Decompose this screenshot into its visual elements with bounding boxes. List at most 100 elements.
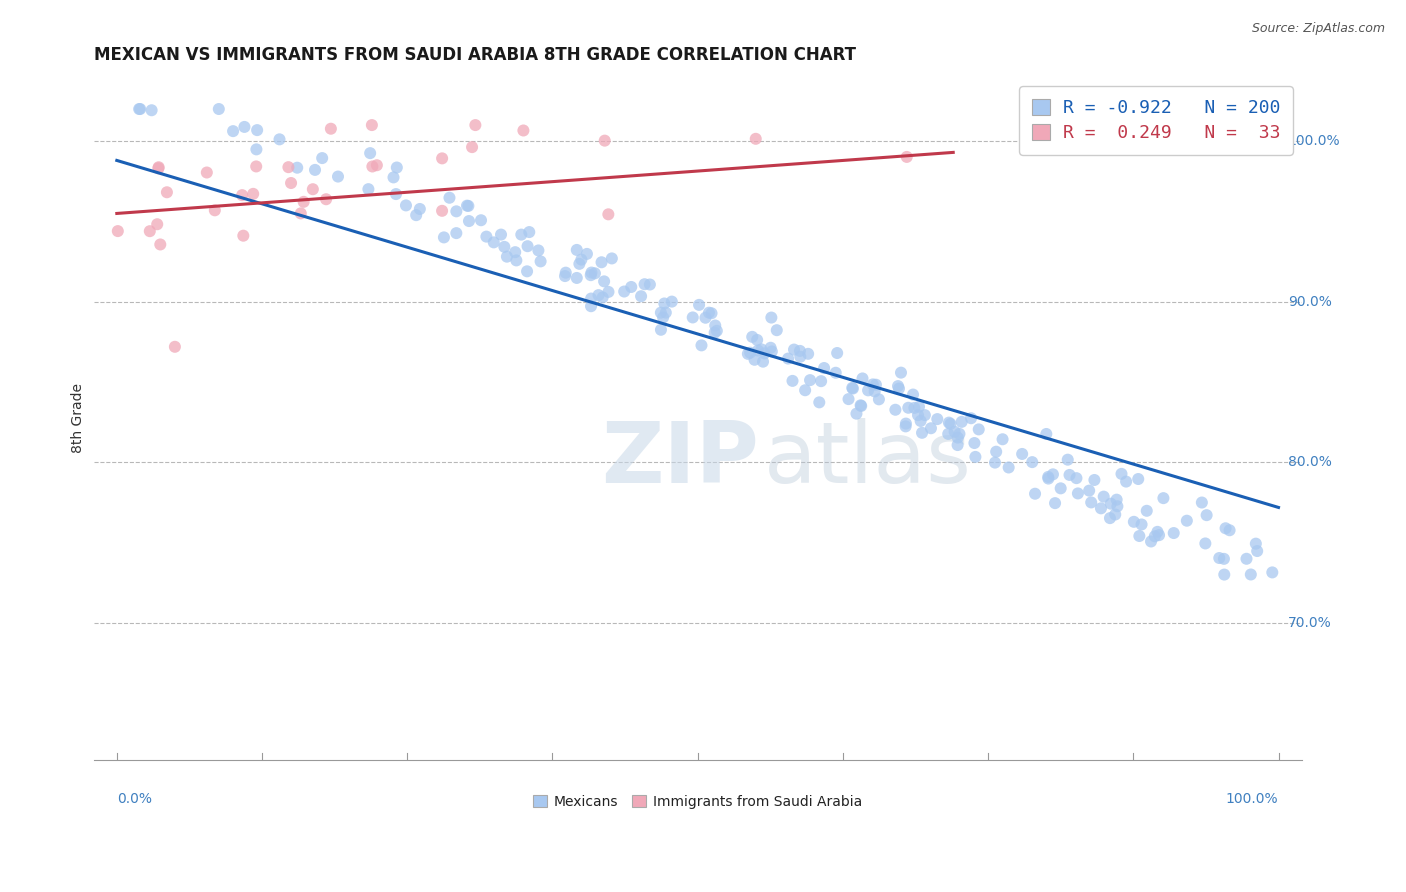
- Y-axis label: 8th Grade: 8th Grade: [72, 384, 86, 453]
- Point: [967, 422, 990, 436]
- Point: [1024, 487, 1046, 501]
- Point: [464, 118, 486, 132]
- Point: [128, 102, 150, 116]
- Point: [950, 415, 973, 429]
- Point: [1261, 566, 1284, 580]
- Point: [1067, 486, 1090, 500]
- Point: [302, 182, 325, 196]
- Text: 100.0%: 100.0%: [1226, 792, 1278, 805]
- Text: 80.0%: 80.0%: [1288, 456, 1331, 469]
- Point: [129, 102, 152, 116]
- Point: [688, 298, 710, 312]
- Point: [986, 444, 1008, 458]
- Point: [997, 460, 1019, 475]
- Point: [920, 421, 942, 435]
- Point: [311, 151, 333, 165]
- Point: [650, 306, 672, 320]
- Text: MEXICAN VS IMMIGRANTS FROM SAUDI ARABIA 8TH GRADE CORRELATION CHART: MEXICAN VS IMMIGRANTS FROM SAUDI ARABIA …: [94, 46, 856, 64]
- Point: [1099, 497, 1122, 511]
- Point: [638, 277, 661, 292]
- Point: [1066, 471, 1088, 485]
- Point: [946, 431, 969, 445]
- Point: [887, 382, 910, 396]
- Point: [655, 305, 678, 319]
- Point: [1219, 523, 1241, 537]
- Point: [908, 400, 931, 414]
- Point: [554, 268, 576, 283]
- Point: [1011, 447, 1033, 461]
- Point: [704, 318, 727, 333]
- Point: [245, 160, 267, 174]
- Point: [703, 326, 725, 340]
- Point: [304, 162, 326, 177]
- Point: [232, 228, 254, 243]
- Point: [1147, 528, 1170, 542]
- Point: [863, 384, 886, 399]
- Point: [652, 310, 675, 325]
- Point: [326, 169, 349, 184]
- Point: [433, 230, 456, 244]
- Point: [315, 192, 337, 206]
- Point: [741, 330, 763, 344]
- Point: [849, 398, 872, 412]
- Point: [568, 257, 591, 271]
- Point: [222, 124, 245, 138]
- Point: [965, 450, 987, 464]
- Point: [808, 395, 831, 409]
- Point: [456, 199, 478, 213]
- Point: [939, 417, 962, 431]
- Point: [361, 118, 384, 132]
- Point: [797, 347, 820, 361]
- Point: [697, 306, 720, 320]
- Point: [894, 419, 917, 434]
- Point: [1191, 495, 1213, 509]
- Point: [1092, 490, 1115, 504]
- Point: [896, 150, 918, 164]
- Point: [1244, 536, 1267, 550]
- Point: [591, 255, 613, 269]
- Point: [598, 285, 620, 299]
- Point: [489, 227, 512, 242]
- Point: [894, 417, 917, 431]
- Point: [482, 235, 505, 250]
- Point: [503, 245, 526, 260]
- Point: [845, 407, 868, 421]
- Point: [936, 426, 959, 441]
- Text: 100.0%: 100.0%: [1288, 134, 1340, 148]
- Point: [461, 140, 484, 154]
- Point: [439, 191, 461, 205]
- Point: [901, 387, 924, 401]
- Point: [588, 288, 610, 302]
- Point: [911, 425, 934, 440]
- Point: [761, 344, 783, 359]
- Point: [907, 408, 929, 422]
- Point: [496, 250, 519, 264]
- Point: [783, 343, 806, 357]
- Point: [884, 402, 907, 417]
- Point: [963, 436, 986, 450]
- Point: [1090, 501, 1112, 516]
- Point: [1080, 495, 1102, 509]
- Point: [1215, 521, 1237, 535]
- Point: [700, 306, 723, 320]
- Point: [682, 310, 704, 325]
- Point: [458, 214, 481, 228]
- Point: [1194, 536, 1216, 550]
- Point: [1111, 467, 1133, 481]
- Point: [529, 254, 551, 268]
- Point: [385, 161, 408, 175]
- Point: [652, 296, 675, 310]
- Point: [579, 292, 602, 306]
- Point: [695, 310, 717, 325]
- Point: [1246, 544, 1268, 558]
- Point: [148, 161, 170, 176]
- Point: [910, 414, 932, 428]
- Point: [1128, 529, 1150, 543]
- Point: [838, 392, 860, 406]
- Point: [851, 399, 873, 413]
- Point: [1038, 472, 1060, 486]
- Point: [446, 226, 468, 240]
- Point: [887, 379, 910, 393]
- Point: [385, 187, 408, 202]
- Point: [382, 170, 405, 185]
